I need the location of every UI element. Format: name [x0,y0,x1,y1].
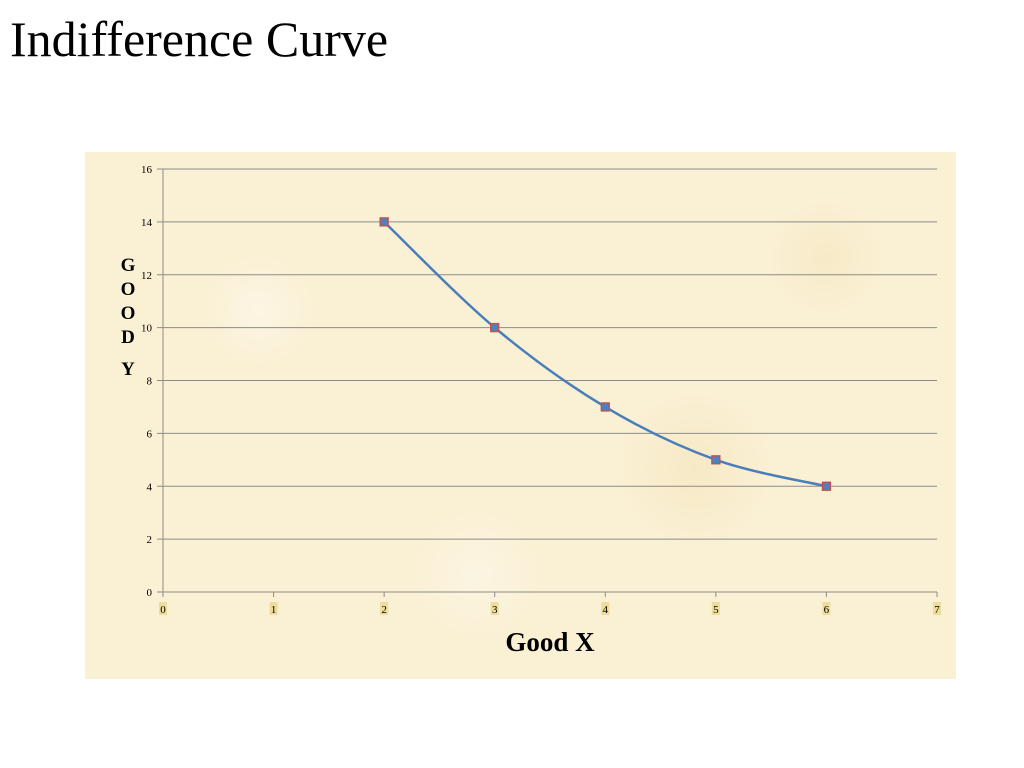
x-tick-label: 6 [824,604,830,616]
y-tick-label: 10 [141,323,153,335]
x-tick-label: 7 [934,604,940,616]
x-tick-label: 0 [160,604,166,616]
y-axis-label-char: Y [121,359,135,380]
y-tick-label: 2 [147,534,153,546]
data-point [379,217,389,227]
x-axis-label: Good X [505,627,595,657]
y-tick-label: 4 [147,481,153,493]
data-point [600,402,610,412]
y-tick-label: 6 [147,428,153,440]
x-tick-highlight [711,602,720,615]
y-axis-label-char: O [121,303,136,324]
data-point [821,481,832,491]
data-point [711,455,721,465]
x-tick-label: 3 [492,604,498,616]
data-point [490,322,500,333]
y-tick-label: 16 [141,164,153,176]
series-line [383,220,827,488]
x-tick-label: 2 [381,604,387,616]
y-axis-label-char: D [121,327,135,348]
y-tick-label: 14 [141,217,153,229]
x-tick-label: 1 [271,604,277,616]
x-tick-label: 5 [713,604,719,616]
x-tick-highlight [269,602,278,615]
x-tick-highlight [159,602,167,615]
x-tick-highlight [601,602,610,615]
x-tick-highlight [933,602,941,615]
page-title: Indifference Curve [10,11,389,67]
x-tick-highlight [380,602,389,615]
x-tick-highlight [822,602,831,615]
y-tick-label: 0 [147,587,153,599]
y-axis-label-char: O [121,279,136,300]
x-tick-highlight [490,602,499,615]
y-tick-label: 12 [141,270,152,282]
x-tick-label: 4 [603,604,609,616]
y-tick-label: 8 [147,376,153,388]
y-axis-label-char: G [121,255,136,276]
